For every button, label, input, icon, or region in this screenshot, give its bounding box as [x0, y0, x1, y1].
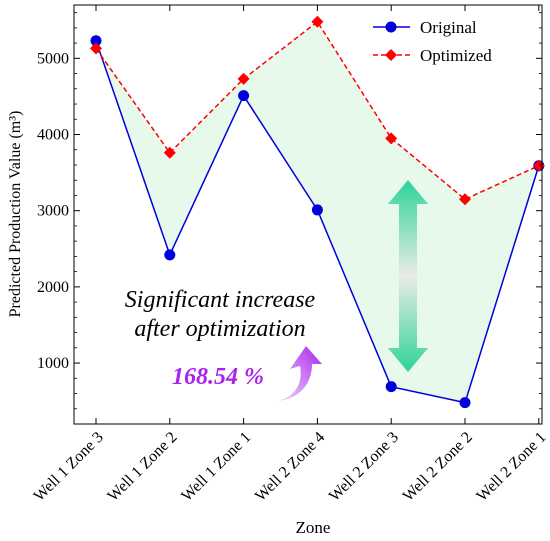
curved-arrow-icon	[278, 346, 322, 401]
x-tick-label: Well 2 Zone 4	[252, 429, 328, 505]
x-tick-label: Well 1 Zone 1	[178, 429, 254, 505]
y-tick-label: 4000	[37, 127, 69, 144]
x-tick-label: Well 1 Zone 2	[104, 429, 180, 505]
y-tick-label: 5000	[37, 50, 69, 67]
point-original	[311, 204, 323, 216]
point-optimized	[385, 132, 398, 145]
point-original	[164, 249, 176, 261]
annotation-line-2: after optimization	[134, 316, 305, 342]
x-axis-label: Zone	[296, 518, 331, 537]
plot-frame	[73, 4, 543, 425]
axis-ticks	[74, 5, 542, 425]
legend-optimized-marker	[385, 49, 397, 61]
x-tick-label: Well 2 Zone 1	[473, 429, 549, 505]
annotation-line-1: Significant increase	[125, 287, 316, 313]
x-tick-label: Well 1 Zone 3	[31, 429, 107, 505]
x-tick-label: Well 2 Zone 2	[400, 429, 476, 505]
point-original	[459, 397, 471, 409]
y-tick-label: 3000	[37, 203, 69, 220]
legend-optimized-label: Optimized	[420, 46, 492, 65]
legend-original-marker	[385, 21, 397, 33]
x-tick-label: Well 2 Zone 3	[326, 429, 402, 505]
point-original	[385, 381, 397, 393]
y-tick-labels: 1000 2000 3000 4000 5000	[37, 50, 69, 372]
point-optimized	[163, 146, 176, 159]
y-tick-label: 2000	[37, 279, 69, 296]
point-optimized	[311, 15, 324, 28]
legend: Original Optimized	[373, 18, 492, 65]
legend-original-label: Original	[420, 18, 477, 37]
point-optimized	[90, 42, 102, 55]
improvement-area	[96, 21, 539, 403]
fill-between	[96, 21, 539, 403]
point-optimized	[459, 193, 471, 206]
y-tick-label: 1000	[37, 355, 69, 372]
y-axis-label: Predicted Production Value (m³)	[7, 111, 24, 318]
point-optimized	[237, 72, 250, 85]
point-original	[90, 35, 102, 47]
point-original	[238, 90, 250, 102]
percent-increase-label: 168.54 %	[172, 364, 264, 390]
double-arrow-icon	[388, 180, 428, 372]
